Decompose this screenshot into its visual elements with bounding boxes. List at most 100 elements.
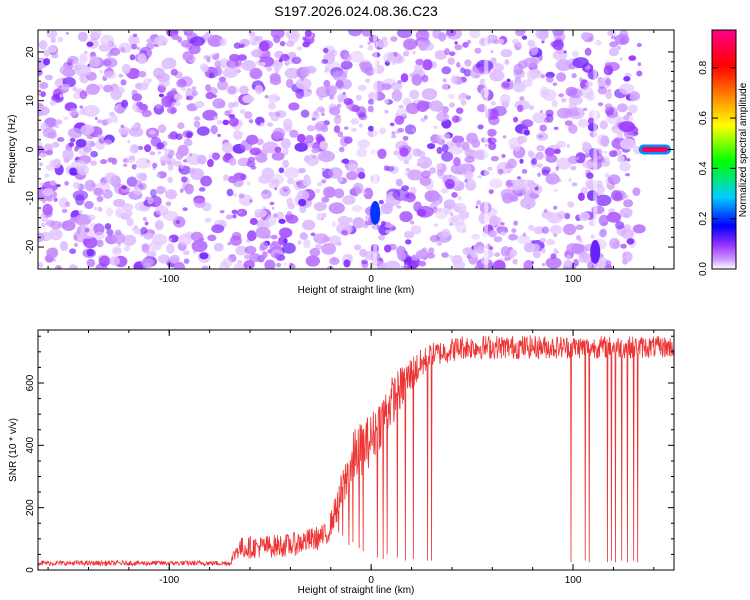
heatmap-cell (541, 263, 546, 267)
heatmap-cell (280, 53, 290, 62)
heatmap-cell (444, 48, 450, 56)
heatmap-cell (282, 159, 290, 168)
heatmap-cell (323, 47, 329, 54)
heatmap-cell (112, 232, 126, 244)
heatmap-cell (72, 92, 82, 100)
heatmap-cell (477, 124, 484, 130)
heatmap-cell (103, 71, 117, 80)
heatmap-cell (568, 107, 585, 120)
heatmap-cell (574, 156, 580, 161)
heatmap-cell (42, 127, 57, 138)
heatmap-cell (62, 148, 74, 161)
heatmap-cell (342, 195, 356, 205)
heatmap-cell (300, 76, 305, 82)
heatmap-cell (246, 230, 257, 242)
heatmap-cell (97, 206, 103, 212)
heatmap-cell (83, 236, 98, 249)
heatmap-cell (450, 75, 457, 84)
heatmap-cell (206, 57, 211, 63)
heatmap-cell (40, 91, 46, 98)
heatmap-cell (274, 252, 280, 259)
heatmap-cell (543, 208, 548, 214)
colorbar-gradient (711, 29, 737, 270)
heatmap-cell (138, 70, 147, 78)
heatmap-cell (199, 252, 209, 260)
heatmap-cell (627, 104, 638, 114)
heatmap-cell (567, 201, 575, 208)
heatmap-cell (556, 72, 567, 82)
heatmap-cell (249, 147, 262, 156)
heatmap-cell (300, 66, 310, 78)
heatmap-cell (174, 261, 186, 269)
heatmap-cell (158, 93, 164, 98)
heatmap-cell (310, 232, 316, 237)
heatmap-cell (555, 166, 560, 171)
heatmap-cell (161, 96, 173, 108)
heatmap-cell (240, 173, 247, 181)
y-tick-label: -10 (25, 191, 36, 206)
heatmap-cell (243, 260, 255, 269)
heatmap-cell (154, 219, 164, 231)
heatmap-cell (523, 129, 530, 136)
heatmap-cell (189, 167, 195, 174)
heatmap-cell (207, 234, 217, 242)
heatmap-cell (121, 99, 129, 109)
heatmap-cell (513, 63, 524, 76)
heatmap-cell (348, 163, 358, 173)
heatmap-cell (323, 186, 336, 198)
heatmap-cell (517, 176, 521, 180)
heatmap-cell (532, 112, 548, 124)
heatmap-cell (429, 234, 440, 243)
heatmap-cell (553, 205, 558, 210)
heatmap-cell (296, 46, 302, 51)
heatmap-cell (200, 175, 213, 187)
heatmap-cell (394, 115, 405, 125)
heatmap-cell (232, 101, 239, 108)
heatmap-cell (282, 148, 289, 156)
heatmap-cell (523, 57, 538, 68)
heatmap-cell (150, 188, 157, 198)
heatmap-cell (42, 200, 46, 204)
top-y-axis-label: Frequency (Hz) (7, 115, 18, 184)
bottom-y-axis-label: SNR (10 * v/v) (8, 418, 19, 482)
heatmap-cell (452, 202, 467, 213)
heatmap-cell (512, 82, 526, 93)
heatmap-cell (72, 181, 80, 189)
heatmap-cell (416, 208, 427, 217)
heatmap-cell (546, 76, 554, 83)
heatmap-cell (254, 84, 264, 95)
heatmap-cell (467, 39, 472, 45)
heatmap-cell (405, 239, 412, 245)
heatmap-cell (467, 182, 471, 186)
heatmap-cell (260, 122, 265, 127)
heatmap-cell (333, 125, 341, 133)
heatmap-cell (233, 42, 242, 49)
heatmap-cell (228, 117, 239, 127)
heatmap-cell (133, 225, 138, 230)
heatmap-cell (166, 243, 175, 254)
heatmap-cell (132, 179, 143, 190)
heatmap-cell (617, 131, 623, 139)
heatmap-cell (384, 109, 389, 114)
heatmap-cell (617, 155, 625, 163)
heatmap-cell (489, 178, 503, 189)
heatmap-cell (447, 57, 456, 65)
heatmap-cell (629, 91, 641, 101)
heatmap-cell (278, 58, 283, 63)
heatmap-cell (305, 255, 320, 267)
heatmap-cell (259, 41, 270, 52)
heatmap-cell (38, 106, 50, 116)
heatmap-cell (78, 108, 86, 116)
heatmap-cell (77, 234, 84, 242)
heatmap-cell (539, 110, 543, 113)
heatmap-cell (227, 242, 231, 246)
heatmap-cell (397, 30, 413, 39)
heatmap-cell (555, 140, 567, 148)
heatmap-cell (490, 50, 494, 54)
heatmap-cell (519, 96, 525, 101)
heatmap-cell (184, 183, 194, 195)
heatmap-cell (296, 133, 306, 143)
heatmap-cell (341, 229, 349, 236)
heatmap-cell (491, 62, 504, 73)
heatmap-cell (429, 167, 436, 174)
